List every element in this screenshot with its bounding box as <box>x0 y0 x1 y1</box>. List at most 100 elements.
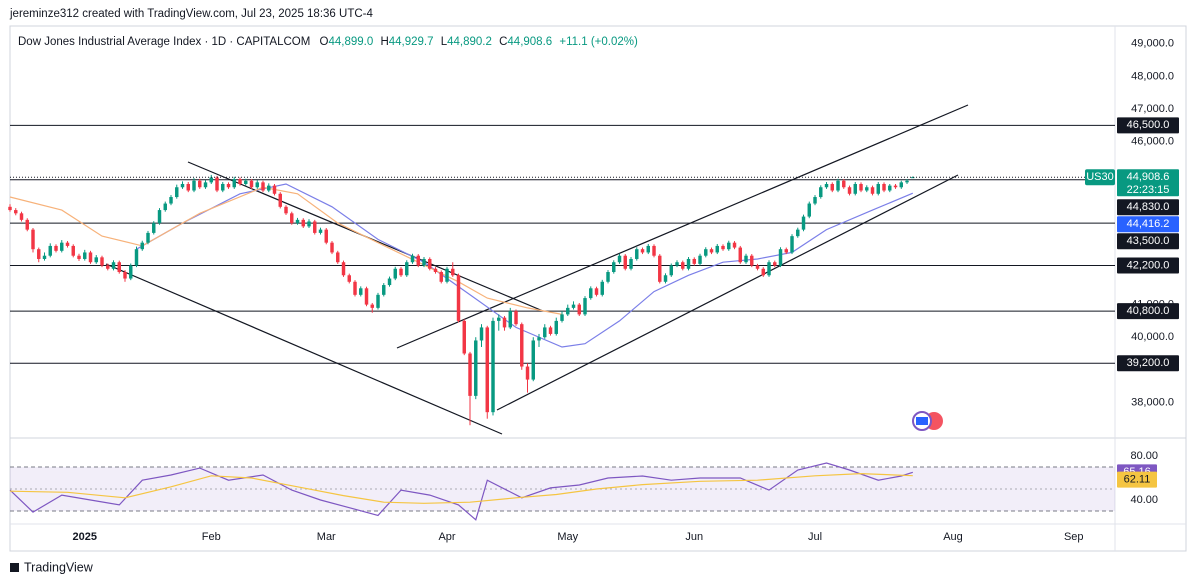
symbol-box <box>1085 169 1115 186</box>
candle-body <box>658 255 662 282</box>
candle-body <box>186 183 190 191</box>
candle-body <box>571 304 576 308</box>
candle-body <box>290 213 294 224</box>
candle-body <box>807 203 811 217</box>
drawings <box>105 104 969 435</box>
candle-body <box>267 185 271 191</box>
candle-body <box>893 185 898 188</box>
legend-value: 44,899.0 <box>328 36 373 48</box>
level-label-box <box>1117 117 1179 134</box>
candle-body <box>318 229 323 233</box>
candle-body <box>134 249 139 266</box>
level-label: 40,800.0 <box>1127 305 1170 317</box>
chart-title: Dow Jones Industrial Average Index · 1D … <box>18 36 638 48</box>
candle-body <box>238 179 242 184</box>
candle-body <box>140 242 144 250</box>
rsi-value-box <box>1117 471 1157 488</box>
candle-body <box>635 249 639 259</box>
x-tick-label: Sep <box>1064 531 1084 543</box>
footer-logo: TradingView <box>10 560 94 574</box>
candle-body <box>307 221 311 227</box>
candle-body <box>865 187 869 191</box>
rsi-line <box>9 472 913 504</box>
trend-line <box>105 263 503 435</box>
candle-body <box>738 247 742 263</box>
candle-body <box>732 242 737 248</box>
candle-body <box>221 183 225 191</box>
candle-body <box>25 219 29 230</box>
y-tick-label: 49,000.0 <box>1131 38 1174 50</box>
candle-body <box>359 288 363 295</box>
candle-body <box>8 206 12 211</box>
candle-body <box>48 245 52 256</box>
level-label-box <box>1117 199 1179 216</box>
title: Dow Jones Industrial Average Index · 1D … <box>18 36 310 48</box>
candle-body <box>433 268 438 273</box>
candle-body <box>94 257 98 263</box>
candle-body <box>882 183 886 191</box>
candle-body <box>336 252 340 263</box>
ma-label: 44,416.2 <box>1127 218 1170 230</box>
candle-body <box>157 210 162 224</box>
candle-body <box>209 177 213 183</box>
candle-body <box>778 249 783 266</box>
candle-body <box>479 327 484 341</box>
level-label-box <box>1117 233 1179 250</box>
candle-body <box>727 242 731 250</box>
candle-body <box>198 180 202 188</box>
x-tick-label: Aug <box>943 531 963 543</box>
trend-line <box>496 174 959 411</box>
candle-body <box>692 258 696 264</box>
candle-body <box>646 245 650 253</box>
candle-body <box>824 183 829 188</box>
level-label-box <box>1117 257 1179 274</box>
candle-body <box>836 180 840 191</box>
candle-body <box>203 182 208 188</box>
candle-body <box>514 311 518 325</box>
frame <box>9 25 1187 552</box>
candle-body <box>387 278 392 286</box>
candle-body <box>284 206 288 214</box>
candle-body <box>445 268 449 282</box>
candle-body <box>801 216 806 230</box>
candle-body <box>876 183 880 194</box>
candle-body <box>531 340 535 380</box>
candle-body <box>715 245 719 253</box>
candle-body <box>681 262 685 269</box>
candle-body <box>698 255 702 264</box>
attribution: jereminze312 created with TradingView.co… <box>9 8 373 20</box>
candle-body <box>548 327 553 334</box>
candle-body <box>146 232 150 243</box>
rsi-line <box>9 462 913 521</box>
candle-body <box>399 268 403 276</box>
candle-body <box>416 255 420 266</box>
legend-key: H <box>380 36 388 48</box>
candle-body <box>520 324 524 367</box>
candle-body <box>255 182 259 188</box>
candle-body <box>376 294 380 308</box>
candle-body <box>796 229 800 237</box>
candle-body <box>594 288 599 295</box>
candle-body <box>583 298 587 315</box>
candle-body <box>508 311 512 328</box>
candle-body <box>83 252 87 259</box>
rsi-tick-label: 40.00 <box>1130 494 1158 506</box>
x-tick-label: Jun <box>685 531 703 543</box>
candle-body <box>347 275 351 282</box>
candle-body <box>382 285 386 295</box>
candle-body <box>353 281 357 295</box>
candle-body <box>364 288 369 305</box>
candle-body <box>859 183 863 191</box>
candle-body <box>42 255 47 259</box>
legend-value: 44,908.6 <box>507 36 552 48</box>
x-tick-label: Jul <box>808 531 822 543</box>
candle-body <box>709 249 714 253</box>
candle-body <box>330 242 334 253</box>
candle-body <box>686 258 691 269</box>
candle-body <box>543 327 547 338</box>
candle-body <box>577 304 581 315</box>
candle-body <box>226 183 231 188</box>
symbol-label: US30 <box>1086 171 1114 183</box>
candle-body <box>767 262 771 276</box>
candle-body <box>750 255 754 266</box>
